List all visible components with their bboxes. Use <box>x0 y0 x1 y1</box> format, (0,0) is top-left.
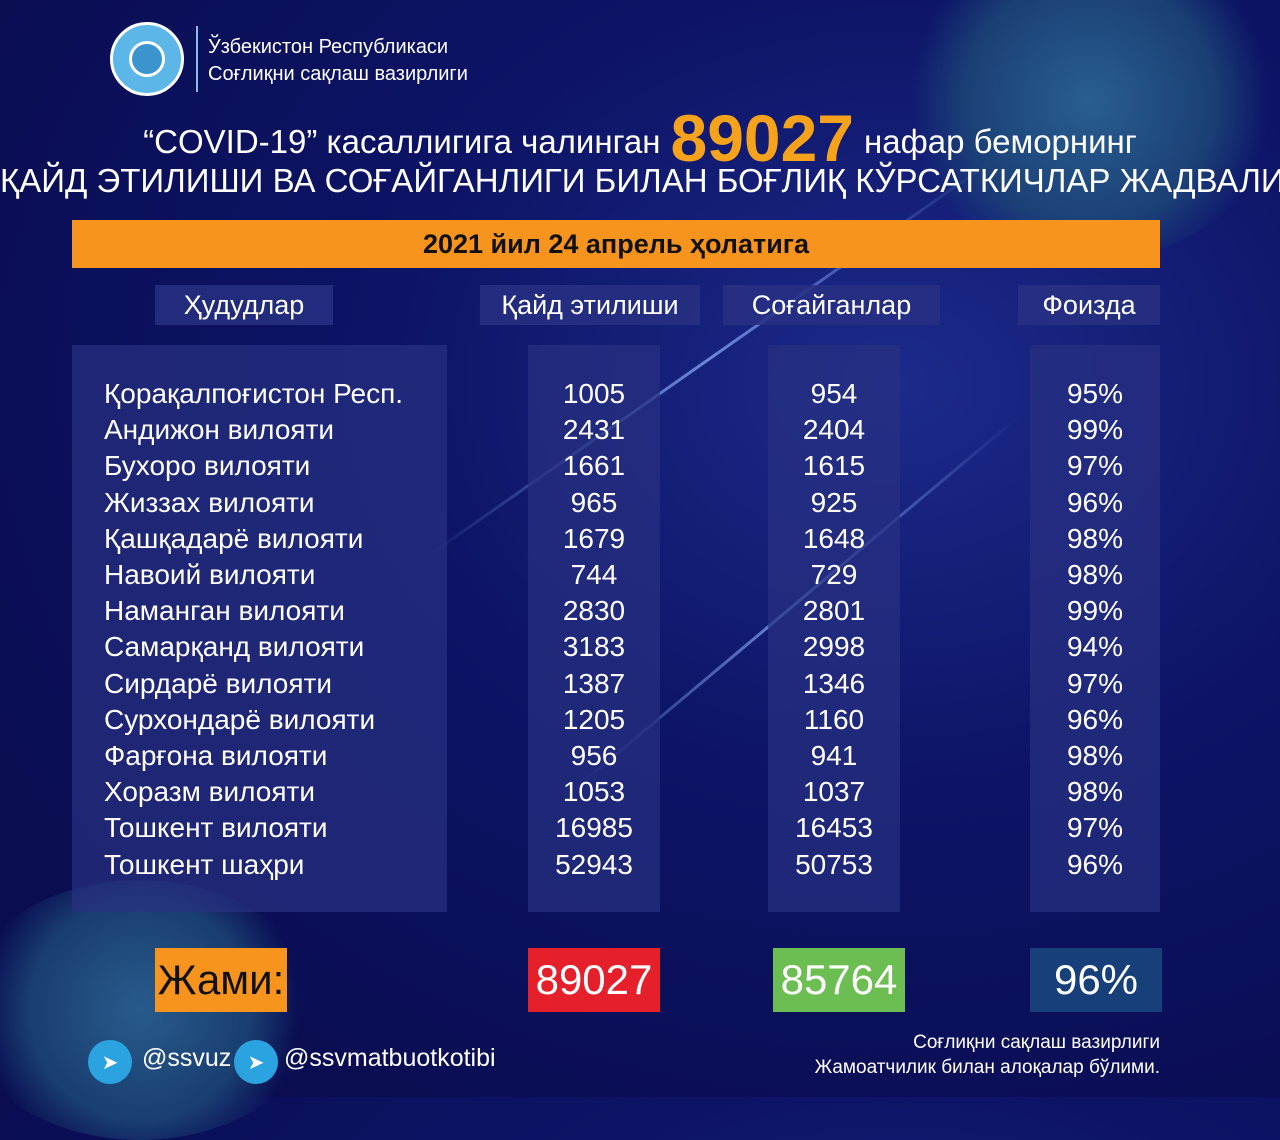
region-name: Навоий вилояти <box>104 559 316 590</box>
telegram-icon[interactable]: ➤ <box>234 1040 278 1084</box>
total-registered: 89027 <box>528 948 660 1012</box>
title-post: нафар беморнинг <box>864 123 1137 160</box>
recovered-count: 50753 <box>795 848 873 880</box>
recovered-count: 1160 <box>803 703 865 735</box>
registered-count: 2431 <box>562 414 626 446</box>
recovery-percent: 98% <box>1066 522 1124 554</box>
registered-count: 956 <box>570 740 618 771</box>
region-name: Наманган вилояти <box>104 595 345 627</box>
recovery-percent: 95% <box>1066 378 1124 409</box>
region-name: Қашқадарё вилояти <box>104 522 364 554</box>
region-name: Фарғона вилояти <box>104 740 328 771</box>
org-line2: Соғлиқни сақлаш вазирлиги <box>208 63 468 85</box>
divider <box>196 26 198 92</box>
virus-decoration <box>900 0 1280 260</box>
region-name: Қорақалпоғистон Респ. <box>104 378 404 409</box>
title-line2: ҚАЙД ЭТИЛИШИ ВА СОҒАЙГАНЛИГИ БИЛАН БОҒЛИ… <box>0 162 1280 199</box>
registered-count: 1661 <box>562 450 626 482</box>
recovered-column <box>768 345 900 912</box>
org-name: Ўзбекистон Республикаси Соғлиқни сақлаш … <box>208 34 468 88</box>
recovery-percent: 96% <box>1066 703 1124 735</box>
telegram-handle-1[interactable]: @ssvuz <box>142 1044 232 1072</box>
region-name: Бухоро вилояти <box>104 450 311 482</box>
recovery-percent: 99% <box>1066 595 1124 627</box>
col-header-registered: Қайд этилиши <box>480 285 700 325</box>
registered-count: 3183 <box>562 631 626 663</box>
recovery-percent: 94% <box>1066 631 1124 663</box>
recovery-percent: 97% <box>1066 812 1124 844</box>
recovered-count: 2404 <box>802 414 866 446</box>
recovery-percent: 97% <box>1066 667 1124 699</box>
col-header-regions: Ҳудудлар <box>155 285 333 325</box>
recovered-count: 16453 <box>795 812 873 844</box>
region-name: Андижон вилояти <box>104 414 335 446</box>
registered-count: 1679 <box>562 522 626 554</box>
recovery-percent: 98% <box>1066 776 1124 808</box>
telegram-handle-2[interactable]: @ssvmatbuotkotibi <box>284 1044 496 1072</box>
registered-column <box>528 345 660 912</box>
total-recovered: 85764 <box>773 948 905 1012</box>
registered-count: 52943 <box>555 848 633 880</box>
total-label: Жами: <box>155 948 287 1012</box>
registered-count: 1387 <box>562 667 626 699</box>
region-name: Сирдарё вилояти <box>104 667 332 699</box>
credit-line1: Соғлиқни сақлаш вазирлиги <box>913 1032 1160 1053</box>
recovery-percent: 96% <box>1066 486 1124 518</box>
recovery-percent: 96% <box>1066 848 1124 880</box>
region-name: Сурхондарё вилояти <box>104 703 376 735</box>
recovered-count: 729 <box>810 559 858 590</box>
recovery-percent: 97% <box>1066 450 1124 482</box>
recovered-count: 941 <box>810 740 858 771</box>
title-number: 89027 <box>670 101 855 175</box>
recovered-count: 2801 <box>802 595 866 627</box>
telegram-icon[interactable]: ➤ <box>88 1040 132 1084</box>
registered-count: 1053 <box>562 776 626 808</box>
org-line1: Ўзбекистон Республикаси <box>208 36 449 58</box>
recovery-percent: 99% <box>1066 414 1124 446</box>
recovered-count: 1346 <box>802 667 866 699</box>
recovered-count: 1615 <box>802 450 866 482</box>
recovery-percent: 98% <box>1066 559 1124 590</box>
registered-count: 744 <box>570 559 618 590</box>
title-line1: “COVID-19” касаллигига чалинган 89027 нафа… <box>0 100 1280 176</box>
registered-count: 965 <box>570 486 618 518</box>
col-header-recovered: Соғайганлар <box>723 285 940 325</box>
credit: Соғлиқни сақлаш вазирлиги Жамоатчилик би… <box>815 1030 1160 1080</box>
registered-count: 2830 <box>562 595 626 627</box>
recovery-percent: 98% <box>1066 740 1124 771</box>
registered-count: 16985 <box>555 812 633 844</box>
registered-count: 1205 <box>562 703 626 735</box>
title-pre: “COVID-19” касаллигига чалинган <box>143 123 661 160</box>
registered-count: 1005 <box>562 378 626 409</box>
recovered-count: 925 <box>810 486 858 518</box>
date-bar: 2021 йил 24 апрель ҳолатига <box>72 220 1160 268</box>
ministry-logo <box>110 22 184 96</box>
recovered-count: 1037 <box>802 776 866 808</box>
recovered-count: 954 <box>810 378 858 409</box>
col-header-percent: Фоизда <box>1018 285 1160 325</box>
total-percent: 96% <box>1030 948 1162 1012</box>
credit-line2: Жамоатчилик билан алоқалар бўлими. <box>814 1057 1160 1078</box>
regions-column <box>72 345 447 912</box>
recovered-count: 2998 <box>802 631 866 663</box>
region-name: Хоразм вилояти <box>104 776 315 808</box>
region-name: Тошкент шаҳри <box>104 848 305 880</box>
region-name: Жиззах вилояти <box>104 486 315 518</box>
region-name: Тошкент вилояти <box>104 812 328 844</box>
percent-column <box>1030 345 1160 912</box>
recovered-count: 1648 <box>802 522 866 554</box>
region-name: Самарқанд вилояти <box>104 631 365 663</box>
